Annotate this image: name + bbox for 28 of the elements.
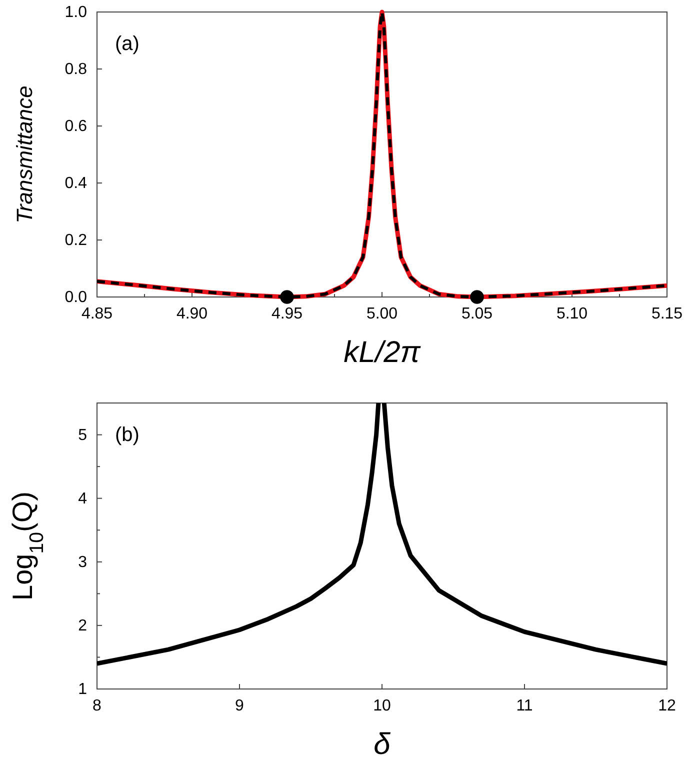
- y-tick-label: 0.4: [64, 175, 88, 192]
- y-axis-title: Transmittance: [12, 86, 37, 224]
- x-tick-label: 10: [373, 697, 391, 714]
- x-tick-label: 8: [92, 697, 102, 714]
- x-tick-label: 4.85: [81, 305, 113, 322]
- y-tick-label: 5: [78, 426, 88, 444]
- y-tick-label: 0.2: [64, 232, 88, 250]
- x-tick-label: 9: [235, 697, 244, 714]
- annotation: (b): [115, 424, 140, 446]
- x-axis-title: δ: [374, 728, 391, 761]
- x-axis-title: kL/2π: [344, 336, 422, 369]
- annotation: (a): [115, 33, 140, 55]
- y-tick-label: 2: [78, 618, 88, 635]
- x-tick-label: 5.15: [651, 305, 683, 322]
- x-tick-label: 4.95: [271, 305, 303, 322]
- x-tick-label: 12: [658, 697, 676, 714]
- y-tick-label: 0.0: [64, 289, 88, 306]
- y-tick-label: 1: [78, 681, 88, 698]
- y-tick-label: 3: [78, 554, 88, 572]
- x-tick-label: 5.00: [366, 305, 398, 322]
- y-tick-label: 4: [78, 490, 88, 508]
- x-tick-label: 11: [516, 697, 533, 714]
- y-tick-label: 0.6: [64, 118, 88, 136]
- x-tick-label: 5.05: [461, 305, 493, 322]
- x-tick-label: 4.90: [176, 305, 208, 322]
- x-tick-label: 5.10: [556, 305, 588, 322]
- y-tick-label: 1.0: [64, 4, 88, 22]
- y-tick-label: 0.8: [64, 61, 88, 78]
